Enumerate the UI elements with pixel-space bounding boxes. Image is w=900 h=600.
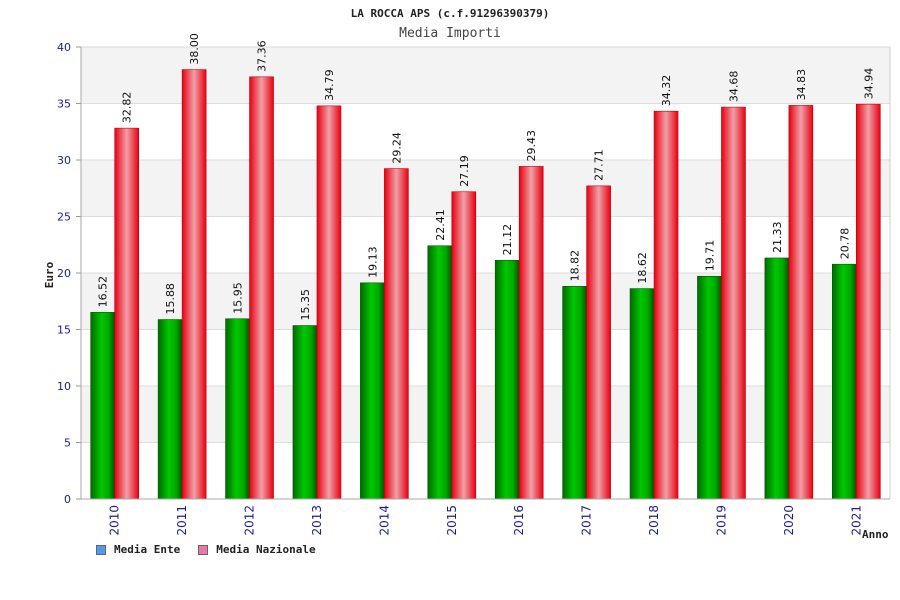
data-label-media-nazionale-2012: 37.36 [256, 40, 269, 72]
plot-band [81, 47, 890, 104]
x-tick-label-2019: 2019 [714, 505, 728, 536]
x-tick-label-2011: 2011 [175, 505, 189, 536]
data-label-media-ente-2015: 22.41 [434, 209, 447, 241]
bar-media-nazionale-2020 [788, 105, 814, 500]
data-label-media-ente-2016: 21.12 [501, 224, 514, 256]
plot-band [81, 103, 890, 160]
legend-label-media-ente: Media Ente [114, 543, 181, 556]
bar-media-nazionale-2021 [855, 103, 881, 500]
x-tick-label-2018: 2018 [647, 505, 661, 536]
y-tick-label: 35 [57, 98, 71, 111]
x-tick-labels: 2010 2011 2012 2013 2014 2015 2016 2017 2018 2019… [108, 505, 864, 536]
bar-media-nazionale-2018 [653, 110, 679, 500]
y-tick-label: 30 [57, 154, 71, 167]
bar-media-ente-2010 [90, 312, 116, 500]
bar-media-nazionale-2013 [316, 105, 342, 500]
x-tick-label-2016: 2016 [512, 505, 526, 536]
x-tick-label-2013: 2013 [310, 505, 324, 536]
y-tick-label: 25 [57, 211, 71, 224]
bar-media-ente-2020 [764, 257, 790, 500]
legend-swatch-media-ente [96, 544, 106, 555]
bar-media-nazionale-2011 [181, 69, 207, 500]
data-label-media-nazionale-2016: 29.43 [525, 130, 538, 162]
y-tick-label: 5 [64, 437, 71, 450]
x-tick-label-2017: 2017 [580, 505, 594, 536]
bar-media-nazionale-2012 [249, 76, 274, 500]
y-tick-label: 0 [64, 493, 71, 506]
plot-band [81, 216, 890, 273]
data-label-media-ente-2011: 15.88 [164, 283, 177, 315]
chart-title: LA ROCCA APS (c.f.91296390379) [351, 7, 550, 20]
y-tick-label: 40 [57, 41, 71, 54]
bar-media-nazionale-2010 [114, 127, 140, 500]
bar-media-nazionale-2016 [518, 166, 544, 500]
data-label-media-ente-2010: 16.52 [97, 276, 110, 308]
data-labels-group: 16.52 32.82 15.88 38.00 15.95 37.36 15.35 34.79… [97, 33, 876, 320]
x-axis-label: Anno [862, 528, 889, 541]
bar-media-ente-2018 [629, 288, 655, 500]
bar-media-nazionale-2019 [721, 106, 746, 500]
data-label-media-nazionale-2019: 34.68 [727, 71, 740, 103]
bar-media-ente-2014 [360, 282, 385, 500]
bar-media-ente-2017 [562, 286, 587, 500]
plot-band [81, 160, 890, 217]
bar-media-nazionale-2015 [451, 191, 477, 500]
bar-media-ente-2019 [697, 275, 722, 500]
data-label-media-ente-2019: 19.71 [703, 240, 716, 272]
data-label-media-ente-2013: 15.35 [299, 289, 312, 321]
legend-swatch-media-nazionale [198, 544, 209, 555]
x-tick-label-2014: 2014 [377, 505, 391, 536]
data-label-media-nazionale-2017: 27.71 [593, 149, 606, 181]
chart-subtitle: Media Importi [399, 26, 501, 41]
x-tick-label-2020: 2020 [782, 505, 796, 536]
plot-band [81, 442, 890, 499]
legend: Media Ente Media Nazionale [96, 543, 316, 556]
data-label-media-nazionale-2011: 38.00 [188, 33, 201, 65]
data-label-media-ente-2012: 15.95 [232, 282, 245, 314]
bar-media-nazionale-2014 [384, 168, 409, 500]
x-tick-label-2010: 2010 [108, 505, 122, 536]
y-tick-label: 10 [57, 380, 71, 393]
data-label-media-ente-2020: 21.33 [771, 221, 784, 253]
bar-media-ente-2012 [225, 318, 250, 500]
data-label-media-ente-2021: 20.78 [838, 228, 851, 260]
y-tick-labels: 0 5 10 15 20 25 30 35 40 [57, 41, 71, 506]
data-label-media-nazionale-2013: 34.79 [323, 69, 336, 101]
axes-group [80, 47, 891, 500]
data-label-media-nazionale-2018: 34.32 [660, 75, 673, 107]
bar-media-ente-2021 [831, 263, 857, 500]
y-tick-label: 15 [57, 324, 71, 337]
data-label-media-nazionale-2020: 34.83 [795, 69, 808, 101]
plot-band [81, 273, 890, 330]
bars-group [90, 69, 881, 500]
legend-label-media-nazionale: Media Nazionale [216, 543, 316, 556]
legend-item-media-ente: Media Ente [96, 543, 180, 556]
plot-background [81, 47, 890, 499]
bar-media-ente-2013 [292, 325, 318, 500]
bar-media-ente-2016 [494, 260, 520, 500]
data-label-media-ente-2017: 18.82 [569, 250, 582, 282]
data-label-media-nazionale-2021: 34.94 [862, 68, 875, 100]
data-label-media-nazionale-2015: 27.19 [458, 155, 471, 187]
y-axis-label: Euro [43, 261, 56, 288]
bar-media-ente-2011 [157, 319, 183, 500]
data-label-media-ente-2014: 19.13 [366, 246, 379, 278]
bar-media-ente-2015 [427, 245, 453, 500]
bar-media-nazionale-2017 [586, 185, 611, 500]
plot-band [81, 386, 890, 443]
x-tick-label-2021: 2021 [849, 505, 863, 536]
legend-item-media-nazionale: Media Nazionale [198, 543, 316, 556]
data-label-media-ente-2018: 18.62 [636, 252, 649, 284]
y-tick-label: 20 [57, 267, 71, 280]
data-label-media-nazionale-2010: 32.82 [121, 92, 134, 124]
data-label-media-nazionale-2014: 29.24 [390, 132, 403, 164]
plot-band [81, 329, 890, 386]
x-tick-label-2012: 2012 [243, 505, 257, 536]
x-tick-label-2015: 2015 [445, 505, 459, 536]
